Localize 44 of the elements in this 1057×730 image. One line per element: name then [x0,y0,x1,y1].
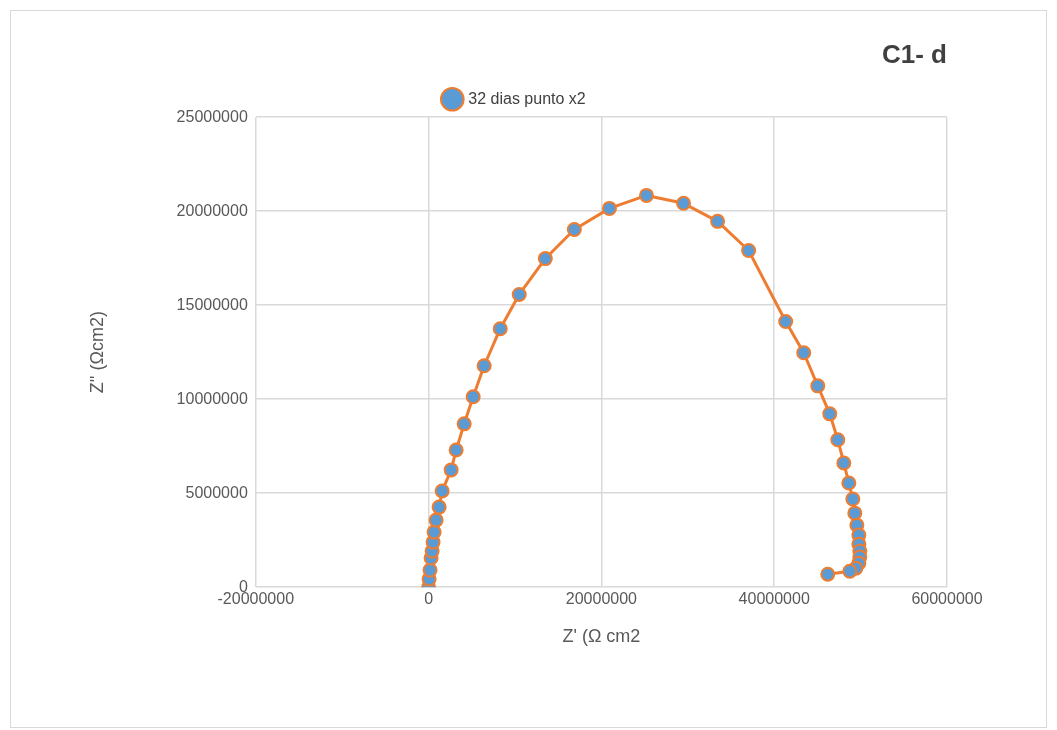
x-tick-label: -20000000 [217,590,295,608]
point [710,213,726,229]
point [492,321,508,337]
y-tick-label: 20000000 [176,201,248,219]
point [537,251,553,267]
legend-label: 32 dias punto x2 [468,89,586,107]
point [566,221,582,237]
y-tick-label: 5000000 [185,483,248,501]
point [830,432,846,448]
point [431,499,447,515]
point [778,314,794,330]
point [601,200,617,216]
x-axis-title: Z' (Ω cm2 [562,626,641,647]
point [741,242,757,258]
point [810,378,826,394]
x-tick-label: 60000000 [911,590,983,608]
point [422,562,438,578]
y-axis-title: Z'' (Ωcm2) [86,311,107,394]
point [847,505,863,521]
point [822,406,838,422]
x-tick-label: 20000000 [565,590,638,608]
point [796,345,812,361]
point [428,512,444,528]
point [841,475,857,491]
y-tick-label: 15000000 [176,295,248,313]
chart-title: C1- d [882,38,947,69]
point [676,195,692,211]
point [465,389,481,405]
point [443,462,459,478]
point [836,455,852,471]
y-tick-label: 10000000 [176,389,248,407]
point [842,563,858,579]
point [639,187,654,203]
point [820,566,836,582]
point [511,286,527,302]
x-tick-label: 0 [424,590,434,608]
point [476,358,492,374]
y-tick-label: 25000000 [176,107,248,125]
point [434,483,450,499]
x-tick-label: 40000000 [738,590,810,608]
point [845,491,861,507]
point [456,416,472,432]
point [426,524,442,540]
point [448,442,464,458]
